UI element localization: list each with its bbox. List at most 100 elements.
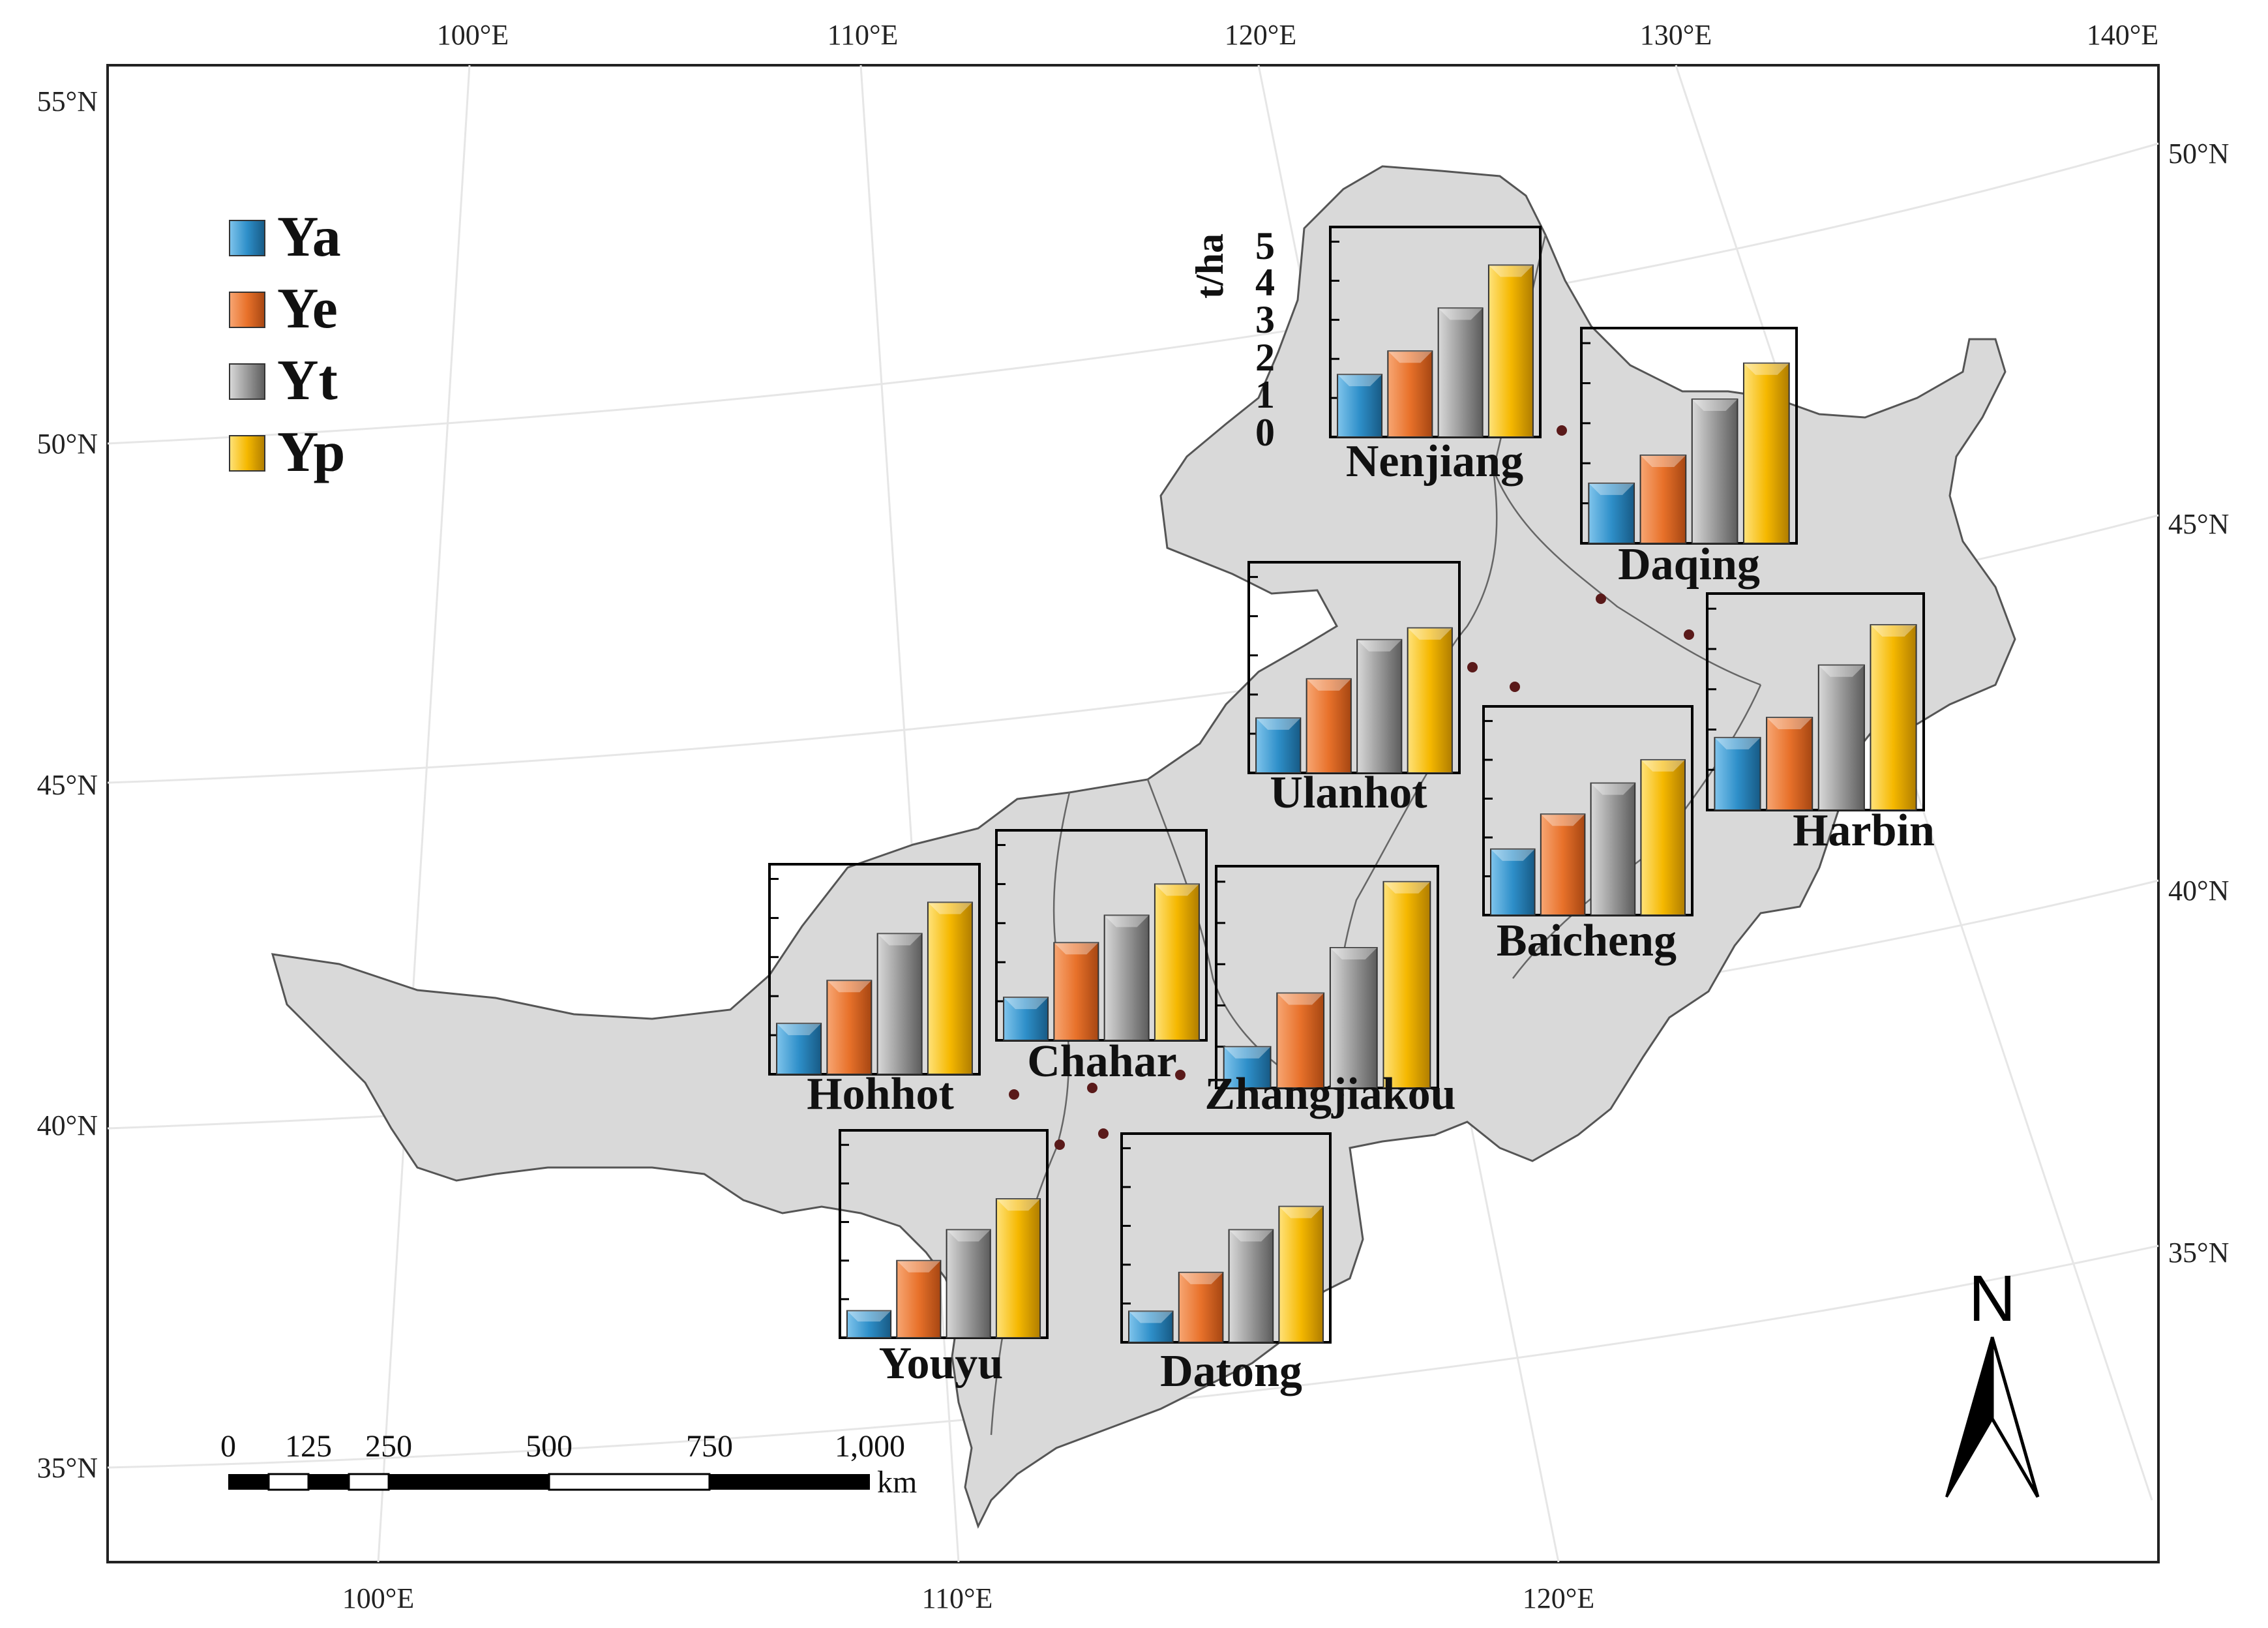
station-label: Chahar — [1027, 1036, 1176, 1087]
scale-segment — [267, 1473, 310, 1491]
bar-bevel — [1589, 483, 1635, 495]
bar-ye — [1276, 992, 1325, 1089]
bar-yp — [1278, 1205, 1324, 1344]
bar-bevel — [1054, 942, 1099, 955]
bar-yt — [1103, 914, 1150, 1041]
bar-ye — [826, 980, 873, 1075]
bar-bevel — [1383, 881, 1431, 894]
station-label: Zhangjiakou — [1204, 1069, 1455, 1119]
bar-bevel — [1306, 678, 1351, 691]
lon-label-top: 120°E — [1225, 19, 1296, 51]
legend-label: Yt — [277, 349, 338, 412]
station-label: Harbin — [1793, 806, 1935, 856]
station-chart-frame — [1329, 226, 1542, 438]
station-charts: Nenjiang Daqing Ulanhot Harbin Baicheng Hohho… — [768, 226, 1935, 1396]
bar-yt — [1437, 307, 1484, 438]
bar-ye — [1178, 1271, 1224, 1344]
bar-yt — [946, 1229, 991, 1339]
bar-ye — [1766, 716, 1813, 811]
station-label: Ulanhot — [1270, 768, 1427, 818]
legend: Ya Ye Yt Yp — [229, 205, 345, 484]
bar-bevel — [1641, 759, 1685, 772]
bar-yp — [1640, 759, 1686, 916]
legend-item-ye: Ye — [229, 277, 338, 340]
station-chart-frame — [1120, 1132, 1332, 1344]
station-label: Youyu — [879, 1338, 1004, 1389]
bar-ya — [1128, 1310, 1174, 1344]
bar-bevel — [1357, 639, 1402, 652]
north-arrow-icon — [1945, 1336, 1993, 1498]
bar-ya — [1223, 1046, 1272, 1089]
station-chart-zhangjiakou: Zhangjiakou — [1204, 865, 1456, 1119]
legend-swatch — [229, 363, 265, 400]
north-arrow-icon-outline — [1990, 1336, 2040, 1498]
station-chart-frame — [1706, 592, 1925, 811]
bar-ya — [1714, 736, 1761, 811]
lat-label-right: 45°N — [2168, 508, 2229, 540]
bar-bevel — [1540, 814, 1585, 826]
bar-bevel — [777, 1023, 822, 1036]
bar-bevel — [846, 1310, 891, 1322]
bar-ye — [1639, 454, 1687, 544]
station-chart-ulanhot: Ulanhot — [1247, 561, 1461, 818]
station-chart-frame — [1580, 327, 1798, 545]
bar-bevel — [1407, 627, 1452, 640]
lon-label-bottom: 110°E — [922, 1582, 993, 1614]
bar-bevel — [1129, 1311, 1173, 1323]
bar-bevel — [1590, 783, 1635, 795]
bar-yp — [927, 901, 973, 1076]
lon-label-top: 110°E — [828, 19, 899, 51]
y-axis-tick: 0 — [1255, 411, 1275, 454]
station-label: Baicheng — [1497, 916, 1677, 966]
lon-labels-bottom: 100°E 110°E 120°E — [342, 1582, 1594, 1614]
station-label: Nenjiang — [1346, 436, 1523, 487]
scale-label: 125 — [285, 1429, 332, 1464]
lon-label-top: 100°E — [437, 19, 509, 51]
scale-label: 750 — [686, 1429, 733, 1464]
station-chart-frame — [1482, 705, 1694, 916]
station-chart-youyu: Youyu — [839, 1129, 1049, 1389]
bar-ye — [1306, 678, 1352, 774]
bar-yt — [1228, 1229, 1274, 1343]
scale-segment — [548, 1473, 711, 1491]
bar-yt — [1329, 946, 1378, 1089]
north-arrow: N — [1945, 1262, 2040, 1498]
bar-bevel — [1640, 455, 1686, 467]
bar-bevel — [1743, 363, 1789, 375]
bar-yp — [1870, 624, 1917, 811]
bar-yt — [1691, 399, 1738, 544]
station-label: Hohhot — [807, 1069, 954, 1119]
lat-label-left: 45°N — [37, 769, 98, 801]
lat-label-right: 35°N — [2168, 1237, 2229, 1269]
bar-bevel — [1692, 399, 1738, 412]
bar-bevel — [1178, 1272, 1223, 1284]
station-chart-baicheng: Baicheng — [1482, 705, 1694, 966]
bar-bevel — [1223, 1046, 1271, 1059]
lat-label-left: 40°N — [37, 1109, 98, 1141]
bar-bevel — [927, 902, 972, 914]
bar-bevel — [1256, 717, 1301, 730]
bar-yt — [1590, 782, 1636, 916]
bar-bevel — [827, 980, 872, 993]
legend-item-ya: Ya — [229, 205, 341, 269]
bar-bevel — [946, 1229, 991, 1242]
bar-bevel — [1330, 947, 1377, 959]
legend-swatch — [229, 435, 265, 472]
legend-label: Ya — [277, 205, 341, 269]
lat-label-left: 55°N — [37, 85, 98, 117]
y-axis-tick: 2 — [1255, 336, 1275, 379]
scale-segment — [308, 1474, 349, 1490]
y-axis-reference: t/ha 5 4 3 2 1 0 — [1188, 224, 1275, 454]
scale-bar: 0 125 250 500 750 1,000 km — [220, 1429, 917, 1500]
bar-yp — [1407, 627, 1453, 774]
bar-yt — [1817, 664, 1865, 811]
station-chart-frame — [1215, 865, 1439, 1089]
bar-bevel — [1277, 993, 1324, 1005]
scale-segment — [348, 1473, 390, 1491]
lon-label-top: 140°E — [2087, 19, 2158, 51]
station-chart-datong: Datong — [1120, 1132, 1332, 1396]
bar-yt — [876, 933, 923, 1075]
station-label: Datong — [1160, 1346, 1302, 1396]
map-frame — [106, 64, 2160, 1563]
legend-label: Ye — [277, 277, 338, 340]
